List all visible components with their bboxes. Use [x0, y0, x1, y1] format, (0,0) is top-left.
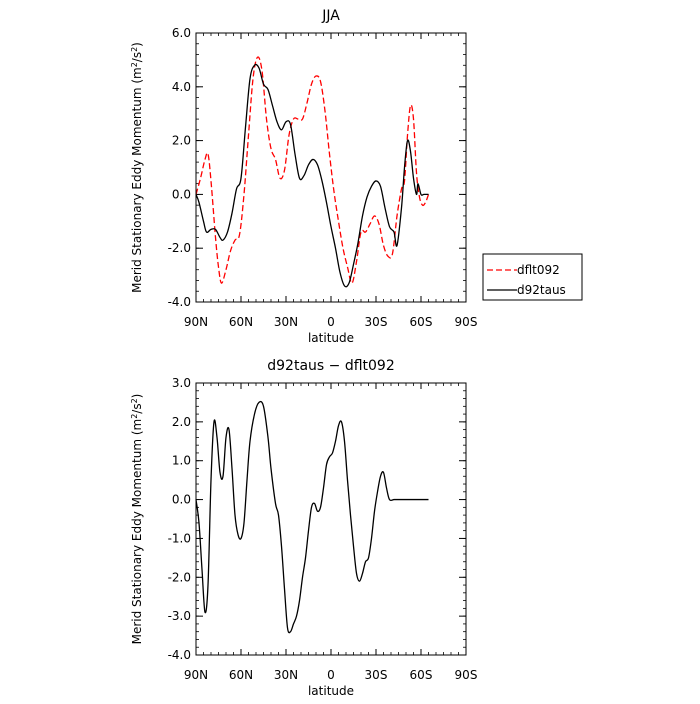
x-tick-label: 30S: [365, 315, 388, 329]
x-tick-label: 60N: [229, 668, 253, 682]
y-tick-label: -4.0: [168, 648, 191, 662]
y-tick-label: 0.0: [172, 493, 191, 507]
x-tick-label: 0: [327, 668, 335, 682]
y-tick-label: -4.0: [168, 295, 191, 309]
y-axis-label-part: ): [130, 394, 144, 399]
legend-label: dflt092: [517, 263, 560, 277]
plot-frame: [195, 32, 467, 303]
series-line-difference: [195, 400, 429, 634]
x-tick-label: 60N: [229, 315, 253, 329]
y-axis-label-part: Merid Stationary Eddy Momentum (m: [130, 419, 144, 645]
x-axis-label: latitude: [308, 331, 354, 345]
x-axis-label: latitude: [308, 684, 354, 698]
x-tick-label: 60S: [410, 315, 433, 329]
x-tick-label: 0: [327, 315, 335, 329]
y-axis-label-superscript: 2: [130, 62, 139, 67]
y-axis-label-part: ): [130, 42, 144, 47]
y-tick-label: 4.0: [172, 80, 191, 94]
x-tick-label: 30N: [274, 668, 298, 682]
series-line-d92taus: [195, 63, 429, 288]
y-axis-label-part: /s: [130, 52, 144, 62]
y-tick-label: 1.0: [172, 454, 191, 468]
y-tick-label: -2.0: [168, 570, 191, 584]
legend-box: [482, 253, 583, 301]
y-axis-label-superscript: 2: [130, 398, 139, 403]
y-axis-label: Merid Stationary Eddy Momentum (m2/s2): [130, 42, 145, 293]
y-tick-label: -3.0: [168, 609, 191, 623]
panel-1-plot: 90N 60N 30N 0 30S 60S 90S -4.0 -2.0 0.0 2.0 4.0 6.0 J…: [130, 8, 583, 345]
y-tick-label: 2.0: [172, 415, 191, 429]
legend-label: d92taus: [517, 283, 566, 297]
x-tick-label: 90S: [455, 668, 478, 682]
chart-title: d92taus − dflt092: [267, 358, 394, 374]
y-axis-label-superscript: 2: [130, 414, 139, 419]
x-tick-label: 90S: [455, 315, 478, 329]
x-tick-label: 90N: [184, 315, 208, 329]
chart-title: JJA: [321, 8, 340, 24]
legend: dflt092 d92taus: [482, 253, 583, 301]
series-line-dflt092: [195, 56, 430, 284]
y-axis-label: Merid Stationary Eddy Momentum (m2/s2): [130, 394, 145, 645]
x-tick-label: 60S: [410, 668, 433, 682]
y-axis-label-part: /s: [130, 403, 144, 413]
y-axis-label-part: Merid Stationary Eddy Momentum (m: [130, 67, 144, 293]
plot-frame: [195, 382, 467, 656]
x-tick-label: 90N: [184, 668, 208, 682]
y-tick-label: -2.0: [168, 241, 191, 255]
panel-2-plot: 90N 60N 30N 0 30S 60S 90S -4.0 -3.0 -2.0 -1.0 0.0 1.…: [130, 358, 478, 698]
x-tick-label: 30N: [274, 315, 298, 329]
x-tick-label: 30S: [365, 668, 388, 682]
y-tick-label: 0.0: [172, 187, 191, 201]
y-tick-label: -1.0: [168, 531, 191, 545]
y-tick-label: 6.0: [172, 26, 191, 40]
y-tick-label: 3.0: [172, 376, 191, 390]
y-tick-label: 2.0: [172, 134, 191, 148]
y-axis-label-superscript: 2: [130, 47, 139, 52]
